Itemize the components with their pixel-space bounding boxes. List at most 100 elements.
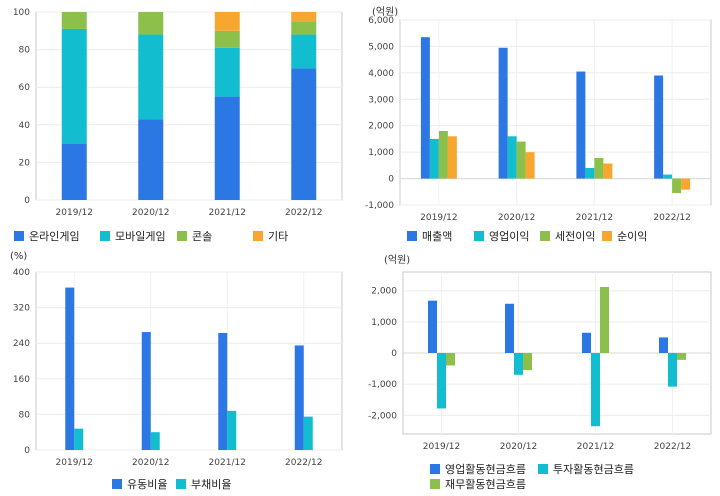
legend-item-operating-income: 영업이익 (474, 228, 529, 244)
y-tick-label: 2,000 (368, 122, 394, 132)
bar-콘솔 (291, 21, 317, 35)
legend-swatch (602, 231, 612, 241)
chart-ratios: 0 80 160 240 320 400 2019/12 2020/12 2021/12 2022… (13, 268, 343, 468)
y-tick-label: 1,000 (371, 318, 397, 328)
chart-panel-ratios: (%) 0 80 160 240 320 400 2019/12 2020/12 2021/12… (0, 248, 360, 496)
legend-label: 콘솔 (192, 230, 213, 243)
y-tick-label: -1,000 (368, 380, 397, 390)
y-tick-label: -2,000 (368, 411, 397, 421)
y-tick-label: 4,000 (368, 69, 394, 79)
y-tick-label: 5,000 (368, 42, 394, 52)
legend-swatch (540, 231, 550, 241)
y-tick-label: 1,000 (368, 148, 394, 158)
bar-매출액 (498, 47, 508, 179)
legend-item-operating-cf: 영업활동현금흐름 (430, 461, 526, 477)
bar-온라인게임 (61, 143, 87, 200)
legend-label: 온라인게임 (29, 230, 80, 243)
x-tick-label: 2019/12 (420, 213, 457, 223)
x-tick-label: 2021/12 (577, 442, 614, 452)
legend-label: 모바일게임 (115, 230, 166, 243)
legend-item-net-income: 순이익 (602, 228, 647, 244)
x-tick-label: 2022/12 (285, 208, 322, 218)
legend-label: 재무활동현금흐름 (445, 478, 526, 491)
bar-기타 (214, 12, 240, 31)
bar-영업이익 (663, 174, 673, 179)
bar-부채비율 (227, 410, 237, 450)
bar-영업활동현금흐름 (659, 337, 668, 353)
bar-세전이익 (516, 141, 526, 179)
chart-income: -1,000 0 1,000 2,000 3,000 4,000 5,000 6,000 201… (365, 16, 712, 223)
x-tick-label: 2020/12 (132, 208, 169, 218)
y-tick-label: 0 (391, 349, 397, 359)
bar-매출액 (576, 71, 586, 179)
x-tick-label: 2022/12 (654, 442, 691, 452)
legend-item-mobile-game: 모바일게임 (100, 228, 166, 244)
y-tick-label: 80 (19, 410, 31, 420)
unit-label-cashflow: (억원) (384, 255, 411, 266)
bar-세전이익 (438, 131, 448, 179)
y-tick-label: 0 (388, 175, 394, 185)
legend-swatch (177, 231, 187, 241)
y-tick-label: 100 (13, 8, 30, 18)
legend-swatch (538, 464, 548, 474)
x-tick-label: 2022/12 (653, 213, 690, 223)
y-tick-label: 320 (13, 304, 30, 314)
chart-cashflow: -2,000 -1,000 0 1,000 2,000 2019/12 2020/12 202… (368, 271, 712, 452)
legend-item-other: 기타 (253, 228, 288, 244)
legend-item-online-game: 온라인게임 (14, 228, 80, 244)
legend-item-current-ratio: 유동비율 (112, 476, 167, 492)
chart-revenue-mix: 0 20 40 60 80 100 2019/12 2020/12 2021/12 2022/12 (13, 8, 343, 218)
bar-재무활동현금흐름 (600, 286, 609, 353)
x-tick-label: 2020/12 (500, 442, 537, 452)
bar-콘솔 (214, 30, 240, 48)
y-tick-label: 160 (13, 375, 30, 385)
legend-swatch (430, 479, 440, 489)
legend-cashflow: 영업활동현금흐름 투자활동현금흐름 재무활동현금흐름 (360, 460, 720, 494)
bar-기타 (291, 12, 317, 22)
bar-투자활동현금흐름 (668, 353, 677, 387)
legend-item-console: 콘솔 (177, 228, 212, 244)
y-tick-label: 80 (19, 46, 31, 56)
legend-label: 매출액 (422, 230, 453, 243)
bar-유동비율 (65, 287, 75, 450)
legend-item-pretax-income: 세전이익 (540, 228, 595, 244)
bar-모바일게임 (291, 34, 317, 69)
x-tick-label: 2021/12 (209, 458, 246, 468)
bar-부채비율 (150, 432, 160, 450)
x-tick-label: 2020/12 (498, 213, 535, 223)
y-tick-label: 240 (13, 339, 30, 349)
legend-item-debt-ratio: 부채비율 (176, 476, 231, 492)
bar-온라인게임 (138, 119, 164, 200)
y-tick-label: 400 (13, 268, 30, 278)
y-tick-label: 6,000 (368, 16, 394, 26)
x-tick-label: 2019/12 (423, 442, 460, 452)
legend-swatch (112, 479, 122, 489)
legend-swatch (100, 231, 110, 241)
bar-유동비율 (141, 332, 151, 450)
bar-부채비율 (303, 416, 313, 450)
unit-label-ratios: (%) (10, 251, 28, 262)
bar-매출액 (420, 37, 430, 179)
legend-swatch (430, 464, 440, 474)
legend-label: 투자활동현금흐름 (553, 463, 634, 476)
plot-frame (35, 11, 343, 201)
x-tick-label: 2022/12 (285, 458, 322, 468)
legend-label: 영업이익 (489, 230, 530, 243)
bar-재무활동현금흐름 (677, 353, 686, 360)
bar-온라인게임 (291, 68, 317, 201)
bar-재무활동현금흐름 (523, 353, 532, 371)
bar-투자활동현금흐름 (437, 353, 446, 409)
bar-순이익 (525, 152, 535, 179)
chart-panel-cashflow: (억원) -2,000 -1,000 0 1,000 2,000 2019/12 2020/… (360, 248, 720, 496)
y-tick-label: 2,000 (371, 287, 397, 297)
legend-label: 기타 (268, 230, 289, 243)
bar-유동비율 (218, 332, 228, 450)
chart-panel-revenue-mix: 0 20 40 60 80 100 2019/12 2020/12 2021/12 2022/12… (0, 0, 360, 248)
legend-label: 순이익 (617, 230, 648, 243)
bar-영업활동현금흐름 (582, 332, 591, 353)
legend-swatch (253, 231, 263, 241)
bar-영업활동현금흐름 (428, 300, 437, 353)
legend-revenue-mix: 온라인게임 모바일게임 콘솔 기타 (0, 226, 360, 246)
legend-label: 유동비율 (127, 478, 168, 491)
y-tick-label: 60 (19, 83, 31, 93)
